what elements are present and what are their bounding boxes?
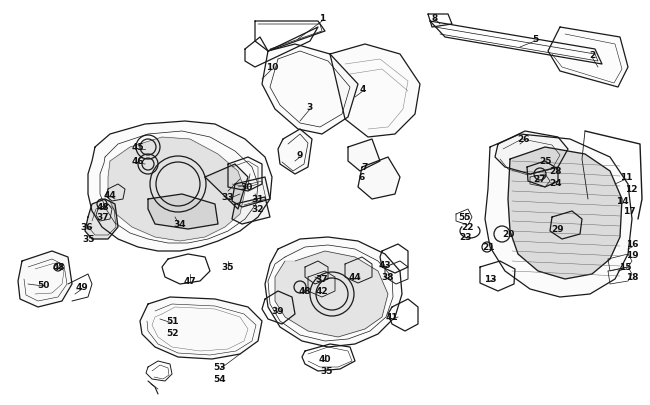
Text: 21: 21 bbox=[483, 243, 495, 252]
Text: 23: 23 bbox=[460, 233, 473, 242]
Text: 49: 49 bbox=[75, 283, 88, 292]
Text: 1: 1 bbox=[319, 13, 325, 22]
Polygon shape bbox=[348, 140, 380, 172]
Text: 7: 7 bbox=[362, 163, 368, 172]
Text: 33: 33 bbox=[222, 193, 234, 202]
Polygon shape bbox=[485, 135, 632, 297]
Text: 26: 26 bbox=[518, 135, 530, 144]
Text: 22: 22 bbox=[462, 223, 474, 232]
Text: 3: 3 bbox=[307, 103, 313, 112]
Text: 28: 28 bbox=[550, 167, 562, 176]
Text: 46: 46 bbox=[132, 157, 144, 166]
Text: 51: 51 bbox=[166, 317, 178, 326]
Text: 35: 35 bbox=[222, 263, 234, 272]
Text: 14: 14 bbox=[616, 197, 629, 206]
Text: 32: 32 bbox=[252, 205, 265, 214]
Text: 31: 31 bbox=[252, 195, 265, 204]
Polygon shape bbox=[495, 132, 568, 175]
Text: 9: 9 bbox=[297, 150, 303, 159]
Text: 11: 11 bbox=[619, 173, 632, 182]
Polygon shape bbox=[85, 200, 118, 239]
Text: 25: 25 bbox=[540, 157, 552, 166]
Text: 20: 20 bbox=[502, 230, 514, 239]
Text: 41: 41 bbox=[385, 313, 398, 322]
Polygon shape bbox=[275, 252, 388, 337]
Text: 27: 27 bbox=[534, 175, 546, 184]
Polygon shape bbox=[232, 177, 270, 207]
Polygon shape bbox=[330, 45, 420, 138]
Text: 6: 6 bbox=[359, 173, 365, 182]
Text: 48: 48 bbox=[299, 287, 311, 296]
Polygon shape bbox=[88, 122, 272, 252]
Text: 12: 12 bbox=[625, 185, 637, 194]
Text: 18: 18 bbox=[626, 273, 638, 282]
Text: 38: 38 bbox=[382, 273, 395, 282]
Text: 45: 45 bbox=[132, 143, 144, 152]
Polygon shape bbox=[205, 164, 248, 209]
Text: 55: 55 bbox=[459, 213, 471, 222]
Text: 37: 37 bbox=[97, 213, 109, 222]
Text: 44: 44 bbox=[103, 190, 116, 199]
Text: 53: 53 bbox=[214, 362, 226, 371]
Text: 52: 52 bbox=[166, 329, 178, 338]
Text: 48: 48 bbox=[97, 203, 109, 212]
Text: 30: 30 bbox=[240, 183, 254, 192]
Text: 43: 43 bbox=[379, 260, 391, 269]
Text: 17: 17 bbox=[623, 207, 635, 216]
Text: 47: 47 bbox=[184, 277, 196, 286]
Text: 37: 37 bbox=[316, 275, 328, 284]
Text: 35: 35 bbox=[83, 235, 96, 244]
Text: 4: 4 bbox=[360, 85, 366, 94]
Text: 19: 19 bbox=[626, 250, 638, 259]
Text: 50: 50 bbox=[37, 280, 49, 289]
Polygon shape bbox=[108, 138, 245, 241]
Text: 36: 36 bbox=[81, 223, 93, 232]
Polygon shape bbox=[262, 45, 358, 135]
Text: 15: 15 bbox=[619, 263, 631, 272]
Text: 24: 24 bbox=[550, 178, 562, 187]
Text: 44: 44 bbox=[348, 273, 361, 282]
Polygon shape bbox=[265, 237, 402, 347]
Text: 35: 35 bbox=[320, 367, 333, 375]
Polygon shape bbox=[232, 198, 270, 224]
Text: 2: 2 bbox=[589, 50, 595, 60]
Text: 42: 42 bbox=[316, 287, 328, 296]
Polygon shape bbox=[548, 28, 628, 88]
Polygon shape bbox=[148, 194, 218, 230]
Text: 29: 29 bbox=[552, 225, 564, 234]
Polygon shape bbox=[140, 297, 262, 359]
Polygon shape bbox=[508, 148, 622, 279]
Text: 34: 34 bbox=[174, 220, 187, 229]
Polygon shape bbox=[18, 252, 72, 307]
Text: 16: 16 bbox=[626, 240, 638, 249]
Text: 13: 13 bbox=[484, 275, 496, 284]
Text: 54: 54 bbox=[214, 375, 226, 384]
Text: 8: 8 bbox=[432, 13, 438, 22]
Text: 5: 5 bbox=[532, 35, 538, 45]
Polygon shape bbox=[358, 158, 400, 200]
Text: 40: 40 bbox=[318, 355, 332, 364]
Text: 10: 10 bbox=[266, 63, 278, 72]
Polygon shape bbox=[278, 130, 312, 175]
Text: 39: 39 bbox=[272, 307, 284, 316]
Text: 48: 48 bbox=[53, 263, 65, 272]
